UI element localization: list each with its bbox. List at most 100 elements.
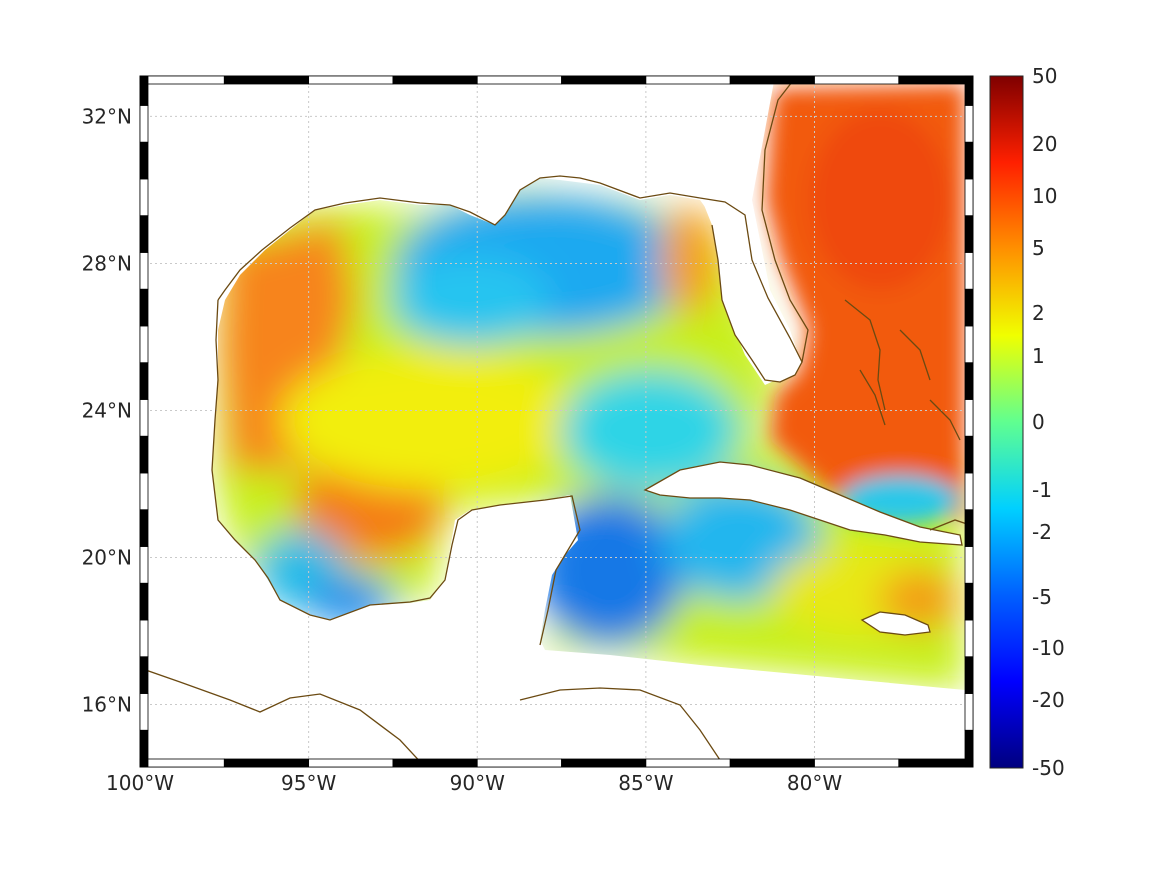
colorbar-tick-label: 50: [1032, 64, 1057, 88]
frame-segment-right: [964, 582, 974, 621]
field-central-yellow: [280, 350, 580, 490]
frame-segment-bottom: [561, 758, 647, 768]
colorbar-tick-label: 10: [1032, 184, 1057, 208]
frame-segment-bottom: [645, 758, 731, 768]
frame-segment-right: [964, 509, 974, 547]
data-field: [140, 76, 973, 767]
frame-segment-bottom: [392, 758, 478, 768]
frame-segment-left: [139, 325, 149, 364]
frame-segment-left: [139, 582, 149, 621]
frame-segment-left: [139, 399, 149, 437]
coastlines: [140, 76, 971, 767]
map-grid: [139, 76, 973, 767]
coast-us-gulf: [217, 175, 701, 301]
coast-mexico-west: [211, 299, 581, 646]
colorbar-tick-label: 2: [1032, 301, 1045, 325]
coast-us-east: [761, 76, 816, 363]
frame-segment-left: [139, 693, 149, 731]
frame-segment-bottom: [898, 758, 974, 768]
colorbar: [989, 75, 1024, 769]
frame-segment-bottom: [814, 758, 900, 768]
x-tick-label: 100°W: [106, 771, 174, 795]
frame-segment-left: [139, 472, 149, 511]
field-north-cyan: [390, 255, 550, 345]
frame-segment-right: [964, 656, 974, 694]
y-tick-label: 20°N: [82, 545, 132, 569]
x-tick-label: 85°W: [618, 771, 673, 795]
frame-segment-left: [139, 215, 149, 253]
land-jamaica: [862, 612, 930, 635]
y-tick-labels: 32°N 28°N 24°N 20°N 16°N: [82, 104, 132, 716]
frame-segment-right: [964, 729, 974, 768]
coast-jamaica: [860, 611, 931, 636]
frame-segment-left: [139, 619, 149, 658]
frame-segment-right: [964, 288, 974, 327]
frame-segment-left: [139, 252, 149, 290]
frame-segment-left: [139, 729, 149, 768]
frame-segment-right: [964, 619, 974, 658]
frame-segment-right: [964, 105, 974, 143]
colorbar-tick-label: -1: [1032, 478, 1052, 502]
frame-segment-left: [139, 362, 149, 400]
frame-segment-right: [964, 178, 974, 217]
frame-segment-top: [561, 75, 647, 85]
frame-segment-right: [964, 141, 974, 180]
y-tick-label: 16°N: [82, 693, 132, 717]
frame-segment-bottom: [476, 758, 562, 768]
frame-segment-bottom: [223, 758, 310, 768]
frame-segment-top: [729, 75, 815, 85]
frame-segment-right: [964, 252, 974, 290]
x-tick-label: 80°W: [787, 771, 842, 795]
field-se-cyan: [560, 370, 740, 490]
map-frame: [139, 75, 974, 768]
frame-segment-right: [964, 75, 974, 106]
colorbar-tick-label: 0: [1032, 410, 1045, 434]
land-florida: [700, 195, 802, 382]
x-tick-label: 90°W: [450, 771, 505, 795]
frame-segment-right: [964, 472, 974, 511]
x-tick-labels: 100°W 95°W 90°W 85°W 80°W: [106, 771, 842, 795]
frame-segment-left: [139, 141, 149, 180]
field-blurred: [215, 185, 965, 690]
frame-segment-left: [139, 509, 149, 547]
frame-segment-right: [964, 362, 974, 400]
colorbar-tick-label: -10: [1032, 636, 1065, 660]
frame-segment-bottom: [729, 758, 815, 768]
land-us: [140, 76, 800, 660]
frame-segment-top: [645, 75, 731, 85]
frame-segment-right: [964, 693, 974, 731]
frame-segment-top: [223, 75, 310, 85]
colorbar-tick-label: 20: [1032, 132, 1057, 156]
y-tick-label: 24°N: [82, 398, 132, 422]
colorbar-tick-label: 1: [1032, 344, 1045, 368]
coast-central-america: [140, 667, 426, 767]
frame-segment-right: [964, 435, 974, 474]
colorbar-tick-label: -5: [1032, 585, 1052, 609]
frame-segment-top: [139, 75, 225, 85]
frame-segment-left: [139, 435, 149, 474]
field-fl-shelf-orange: [660, 205, 720, 315]
y-tick-label: 32°N: [82, 104, 132, 128]
frame-segment-bottom: [139, 758, 225, 768]
colorbar-tick-label: -50: [1032, 756, 1065, 780]
frame-segment-bottom: [308, 758, 394, 768]
y-tick-label: 28°N: [82, 251, 132, 275]
frame-segment-right: [964, 399, 974, 437]
frame-segment-left: [139, 75, 149, 106]
frame-segment-left: [139, 546, 149, 584]
frame-segment-left: [139, 288, 149, 327]
x-tick-label: 95°W: [281, 771, 336, 795]
frame-segment-top: [476, 75, 562, 85]
frame-segment-right: [964, 215, 974, 253]
frame-segment-top: [308, 75, 394, 85]
frame-segment-left: [139, 178, 149, 217]
colorbar-tick-label: -2: [1032, 520, 1052, 544]
land-cuba: [645, 462, 962, 545]
frame-segment-right: [964, 546, 974, 584]
frame-segment-right: [964, 325, 974, 364]
coast-cuba: [643, 461, 963, 546]
field-atlantic-red-core: [810, 110, 950, 290]
frame-segment-left: [139, 105, 149, 143]
